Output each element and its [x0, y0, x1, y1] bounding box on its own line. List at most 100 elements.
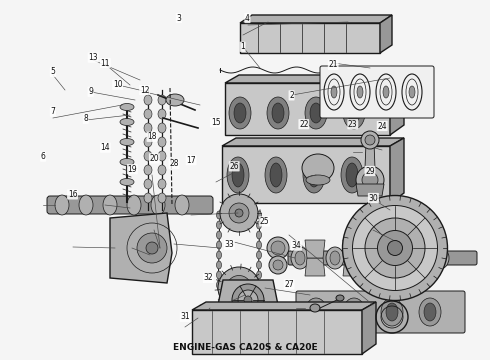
Text: 1: 1 — [240, 42, 245, 51]
Ellipse shape — [361, 247, 379, 269]
Text: 26: 26 — [229, 162, 239, 171]
Ellipse shape — [306, 175, 330, 185]
Ellipse shape — [217, 281, 221, 289]
Ellipse shape — [226, 275, 251, 301]
Text: 11: 11 — [100, 59, 110, 68]
Ellipse shape — [166, 94, 184, 106]
Text: 32: 32 — [203, 274, 213, 282]
Ellipse shape — [120, 118, 134, 126]
Ellipse shape — [144, 151, 152, 161]
Ellipse shape — [235, 209, 243, 217]
Ellipse shape — [103, 195, 117, 215]
Ellipse shape — [295, 251, 305, 265]
Ellipse shape — [381, 298, 403, 326]
Polygon shape — [390, 138, 404, 203]
Ellipse shape — [305, 97, 327, 129]
Text: ENGINE-GAS CA20S & CA20E: ENGINE-GAS CA20S & CA20E — [172, 343, 318, 352]
Ellipse shape — [158, 193, 166, 203]
Polygon shape — [222, 146, 390, 203]
Ellipse shape — [271, 241, 285, 255]
Ellipse shape — [151, 195, 165, 215]
Ellipse shape — [356, 166, 384, 194]
Ellipse shape — [229, 97, 251, 129]
Text: 30: 30 — [368, 194, 378, 203]
Ellipse shape — [158, 151, 166, 161]
Ellipse shape — [383, 86, 389, 98]
Text: 23: 23 — [348, 120, 358, 129]
Text: 16: 16 — [68, 190, 77, 199]
Ellipse shape — [217, 251, 221, 259]
Text: 12: 12 — [140, 86, 149, 95]
Ellipse shape — [348, 103, 360, 123]
Ellipse shape — [120, 158, 134, 166]
Ellipse shape — [256, 231, 262, 239]
Ellipse shape — [256, 241, 262, 249]
Polygon shape — [240, 23, 380, 53]
Polygon shape — [381, 240, 401, 258]
Polygon shape — [192, 310, 362, 354]
Ellipse shape — [273, 260, 283, 270]
Polygon shape — [380, 15, 392, 53]
Ellipse shape — [435, 251, 445, 265]
Ellipse shape — [238, 290, 258, 310]
Ellipse shape — [431, 247, 449, 269]
Ellipse shape — [302, 154, 334, 182]
Ellipse shape — [341, 157, 363, 193]
Ellipse shape — [144, 179, 152, 189]
Polygon shape — [225, 75, 404, 83]
Ellipse shape — [270, 163, 282, 187]
Ellipse shape — [409, 86, 415, 98]
Text: 14: 14 — [100, 143, 110, 152]
Text: 24: 24 — [377, 122, 387, 131]
Ellipse shape — [386, 303, 398, 321]
Ellipse shape — [256, 251, 262, 259]
FancyBboxPatch shape — [296, 291, 465, 333]
Ellipse shape — [377, 230, 413, 266]
Ellipse shape — [256, 221, 262, 229]
Ellipse shape — [218, 267, 260, 309]
Text: 22: 22 — [299, 120, 309, 129]
Ellipse shape — [269, 256, 287, 274]
Text: 5: 5 — [50, 68, 55, 77]
Ellipse shape — [229, 203, 249, 223]
Ellipse shape — [346, 163, 358, 187]
Text: 29: 29 — [365, 166, 375, 176]
Ellipse shape — [256, 271, 262, 279]
Polygon shape — [222, 138, 404, 146]
Text: 33: 33 — [224, 240, 234, 249]
Ellipse shape — [244, 296, 252, 304]
Ellipse shape — [352, 206, 438, 291]
Polygon shape — [365, 143, 375, 168]
Polygon shape — [343, 258, 363, 276]
Polygon shape — [110, 213, 172, 283]
Ellipse shape — [227, 157, 249, 193]
Text: 20: 20 — [149, 154, 159, 163]
Ellipse shape — [144, 193, 152, 203]
Text: 17: 17 — [186, 156, 196, 165]
Ellipse shape — [365, 135, 375, 145]
Ellipse shape — [424, 303, 436, 321]
Ellipse shape — [365, 251, 375, 265]
Ellipse shape — [272, 103, 284, 123]
Ellipse shape — [291, 247, 309, 269]
Ellipse shape — [343, 97, 365, 129]
Ellipse shape — [256, 211, 262, 219]
Polygon shape — [192, 302, 376, 310]
Ellipse shape — [158, 95, 166, 105]
Polygon shape — [305, 240, 325, 258]
Ellipse shape — [146, 242, 158, 254]
Text: 8: 8 — [83, 114, 88, 123]
Ellipse shape — [336, 295, 344, 301]
Ellipse shape — [234, 283, 244, 293]
Ellipse shape — [305, 298, 327, 326]
Ellipse shape — [256, 281, 262, 289]
Ellipse shape — [127, 195, 141, 215]
Ellipse shape — [144, 137, 152, 147]
Polygon shape — [381, 258, 401, 276]
Ellipse shape — [144, 109, 152, 119]
Polygon shape — [419, 258, 439, 276]
Text: 18: 18 — [147, 132, 157, 141]
Ellipse shape — [357, 86, 363, 98]
Ellipse shape — [267, 97, 289, 129]
Ellipse shape — [326, 247, 344, 269]
